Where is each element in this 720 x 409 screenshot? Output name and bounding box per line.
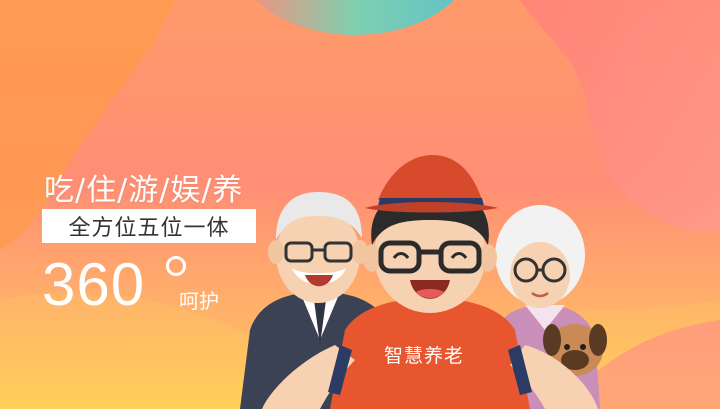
tagline-text: 全方位五位一体 [68, 216, 230, 241]
degree-sign-icon [166, 256, 186, 276]
tagline-box: 全方位五位一体 [42, 209, 256, 243]
left-blob-shape [0, 0, 175, 250]
corner-wave-shape [560, 320, 720, 409]
headline-text: 吃/住/游/娱/养 [44, 173, 244, 208]
big-number: 360 [42, 251, 146, 318]
dog-figure [543, 324, 607, 376]
shirt-label: 智慧养老 [384, 345, 465, 367]
top-disc-shape [255, 0, 455, 35]
number-suffix: 呵护 [179, 289, 219, 313]
young-man-figure [262, 155, 598, 409]
right-blob-shape [520, 0, 720, 233]
